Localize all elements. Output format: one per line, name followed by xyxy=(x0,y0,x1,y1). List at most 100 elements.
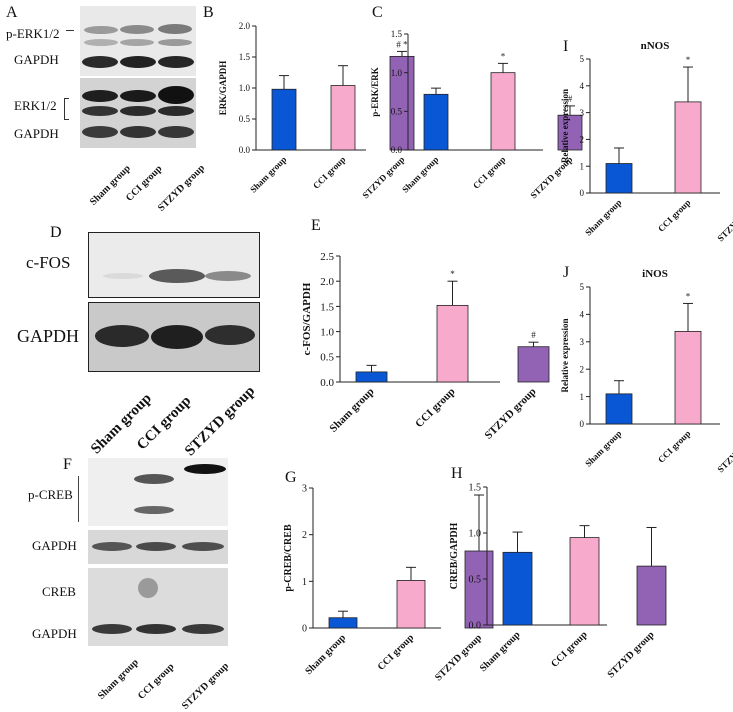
y-tick-label: 4 xyxy=(580,81,585,91)
x-tick-label: Sham group xyxy=(583,428,623,468)
y-tick-label: 1 xyxy=(302,577,307,588)
y-axis-label: p-ERK/ERK xyxy=(370,67,380,117)
y-tick-label: 2 xyxy=(302,530,307,541)
significance-marker: * xyxy=(450,269,455,279)
x-tick-label: Sham group xyxy=(400,154,440,194)
bar-sham-group xyxy=(605,393,633,425)
bar-cci-group xyxy=(674,330,702,425)
x-tick-label: CCI group xyxy=(311,154,347,190)
bar-cci-group xyxy=(436,304,469,383)
significance-marker: * xyxy=(501,51,506,61)
x-tick-label: CCI group xyxy=(413,386,457,430)
x-tick-label: Sham group xyxy=(478,629,523,674)
bar-sham-group xyxy=(271,88,297,151)
panel-letter-g: G xyxy=(285,469,297,486)
x-tick-label: STZYD group xyxy=(433,632,484,683)
bar-cci-group xyxy=(674,101,702,194)
y-tick-label: 0.0 xyxy=(391,145,403,155)
blot-image xyxy=(88,568,228,646)
blot-image xyxy=(88,302,260,372)
y-tick-label: 1 xyxy=(580,161,585,171)
y-tick-label: 1.5 xyxy=(391,29,403,39)
y-tick-label: 0 xyxy=(302,624,307,635)
chart-title: iNOS xyxy=(642,268,668,280)
y-tick-label: 1.0 xyxy=(320,326,334,338)
x-tick-label: STZYD group xyxy=(483,386,539,442)
blot-image xyxy=(80,78,196,148)
y-axis-label: ERK/GAPDH xyxy=(218,61,228,116)
significance-marker: * xyxy=(686,291,691,301)
x-tick-label: Sham group xyxy=(303,632,348,677)
chart-title: nNOS xyxy=(641,40,670,52)
y-tick-label: 0.0 xyxy=(469,621,482,632)
blot-image xyxy=(88,232,260,298)
y-tick-label: 1.0 xyxy=(239,83,251,93)
y-tick-label: 1 xyxy=(580,392,585,402)
x-tick-label: Sham group xyxy=(327,386,376,435)
y-tick-label: 0.5 xyxy=(391,106,403,116)
y-tick-label: 5 xyxy=(580,282,585,292)
bracket-icon xyxy=(64,98,69,120)
significance-marker: * xyxy=(686,55,691,65)
x-tick-label: STZYD group xyxy=(715,428,733,474)
bracket-icon xyxy=(78,476,79,522)
significance-marker: # * xyxy=(396,39,408,49)
y-tick-label: 4 xyxy=(580,310,585,320)
blot-label-p-creb: p-CREB xyxy=(28,487,73,502)
y-tick-label: 1.5 xyxy=(469,483,482,494)
bar-sham-group xyxy=(605,163,633,194)
bar-sham-group xyxy=(423,93,449,151)
panel-letter-c: C xyxy=(372,4,383,21)
y-tick-label: 2.0 xyxy=(239,21,251,31)
y-tick-label: 0 xyxy=(580,188,585,198)
y-axis-label: CREB/GAPDH xyxy=(449,522,460,589)
panel-letter-i: I xyxy=(563,38,569,55)
y-tick-label: 3 xyxy=(580,108,585,118)
bar-stzyd-group xyxy=(557,114,583,151)
x-tick-label: CCI group xyxy=(471,154,507,190)
panel-letter-b: B xyxy=(203,4,214,21)
blot-label-erk: ERK1/2 xyxy=(14,98,57,113)
bar-stzyd-group xyxy=(517,346,550,383)
x-tick-label: STZYD group xyxy=(360,154,406,200)
x-tick-label: STZYD group xyxy=(715,197,733,243)
blot-label-gapdh: GAPDH xyxy=(32,538,77,553)
significance-marker: # xyxy=(531,330,536,340)
bar-sham-group xyxy=(328,617,358,629)
panel-letter-e: E xyxy=(311,217,321,234)
y-axis-label: Relative expression xyxy=(560,89,570,163)
bar-cci-group xyxy=(396,580,426,629)
y-axis-label: p-CREB/CREB xyxy=(283,524,294,592)
y-tick-label: 2 xyxy=(580,364,585,374)
x-tick-label: CCI group xyxy=(549,629,590,670)
bracket-icon xyxy=(66,30,74,31)
blot-label-c-fos: c-FOS xyxy=(26,253,71,272)
blot-image xyxy=(88,530,228,564)
y-tick-label: 3 xyxy=(302,484,307,495)
y-tick-label: 2 xyxy=(580,135,585,145)
y-tick-label: 1.5 xyxy=(320,301,334,313)
bar-cci-group xyxy=(330,85,356,151)
y-tick-label: 0.0 xyxy=(320,377,334,389)
x-tick-label: Sham group xyxy=(248,154,288,194)
y-tick-label: 1.0 xyxy=(391,68,403,78)
blot-label-p-erk: p-ERK1/2 xyxy=(6,26,60,41)
blot-label-gapdh: GAPDH xyxy=(14,126,59,141)
y-tick-label: 0.5 xyxy=(320,352,334,364)
panel-letter-j: J xyxy=(563,264,570,281)
y-tick-label: 0 xyxy=(580,419,585,429)
y-tick-label: 2.5 xyxy=(320,251,334,263)
bar-cci-group xyxy=(490,72,516,151)
y-tick-label: 1.0 xyxy=(469,529,482,540)
bar-stzyd-group xyxy=(389,55,415,151)
panel-letter-d: D xyxy=(50,224,62,241)
bar-cci-group xyxy=(569,537,600,626)
x-tick-label: CCI group xyxy=(656,197,692,233)
bar-sham-group xyxy=(502,551,533,626)
y-tick-label: 0.5 xyxy=(469,575,482,586)
y-tick-label: 0.5 xyxy=(239,114,251,124)
blot-label-gapdh: GAPDH xyxy=(17,326,80,346)
y-axis-label: c-FOS/GAPDH xyxy=(301,282,313,355)
significance-marker: # xyxy=(568,94,573,104)
